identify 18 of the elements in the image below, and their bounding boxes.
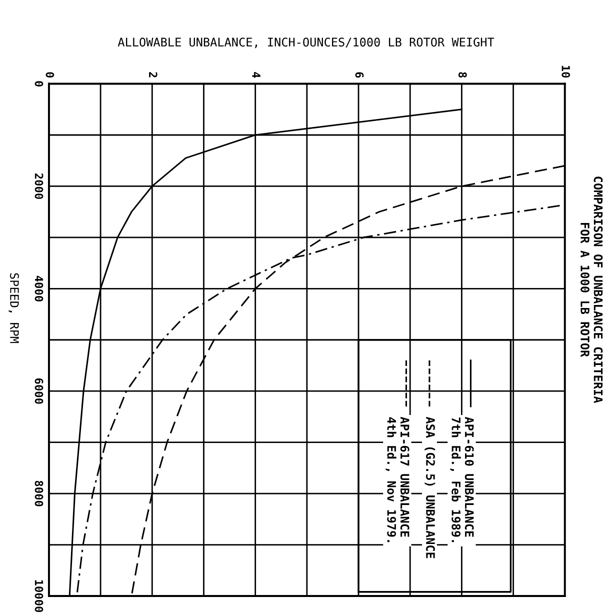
text: COMPARISON OF UNBALANCE CRITERIA FOR A 1000 LB ROTOR [580, 176, 603, 404]
x-tick-label: 10 [562, 66, 570, 78]
y-tick-label: 2000 [34, 173, 44, 199]
text: ASA (G2.5) UNBALANCE [424, 416, 436, 558]
x-axis-title: ALLOWABLE UNBALANCE, INCH-OUNCES/1000 LB ROTOR WEIGHT [118, 38, 494, 48]
text: API-610 UNBALANCE 7th Ed., Feb 1989. [450, 416, 474, 542]
y-tick-label: 6000 [34, 378, 44, 404]
y-tick-label: 0 [34, 81, 44, 86]
y-tick-label: 10000 [34, 580, 44, 612]
x-tick-label: 4 [252, 72, 260, 78]
y-tick-label: 4000 [34, 276, 44, 302]
x-tick-label: 6 [355, 72, 364, 78]
x-tick-label: 8 [458, 72, 467, 78]
y-axis-title: SPEED, RPM [8, 273, 19, 344]
x-tick-label: 0 [46, 72, 54, 78]
y-tick-label: 8000 [34, 480, 44, 506]
text: API-617 UNBALANCE 4th Ed., Nov 1979. [386, 416, 410, 542]
x-tick-label: 2 [149, 72, 158, 78]
